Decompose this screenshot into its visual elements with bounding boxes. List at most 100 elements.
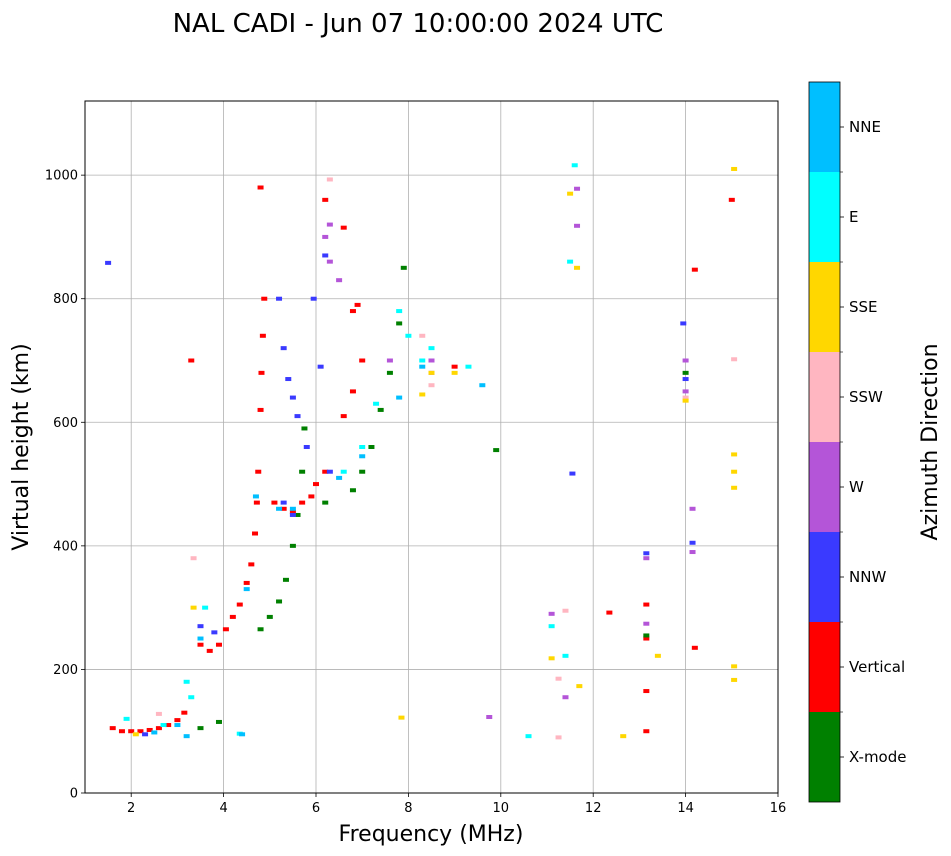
data-point-e <box>183 679 190 684</box>
x-tick-label: 2 <box>127 801 135 816</box>
data-point-vertical <box>188 358 195 363</box>
data-point-vertical <box>257 407 264 412</box>
data-point-nne <box>174 723 181 728</box>
y-tick-label: 400 <box>53 539 78 554</box>
colorbar-frame <box>808 81 841 803</box>
data-point-nne <box>276 506 283 511</box>
data-point-vertical <box>258 370 265 375</box>
colorbar-label: X-mode <box>849 748 906 766</box>
data-point-nne <box>419 364 426 369</box>
data-point-vertical <box>308 494 315 499</box>
data-point-e <box>188 695 195 700</box>
data-point-sse <box>576 684 583 689</box>
data-point-nnw <box>322 253 329 258</box>
data-point-x-mode <box>377 407 384 412</box>
data-point-ssw <box>555 735 562 740</box>
data-point-x-mode <box>301 426 308 431</box>
data-point-nnw <box>289 512 296 517</box>
x-tick-label: 16 <box>770 801 787 816</box>
data-point-sse <box>731 469 738 474</box>
data-point-e <box>396 309 403 314</box>
data-point-vertical <box>349 389 356 394</box>
data-point-vertical <box>257 185 264 190</box>
data-point-e <box>340 469 347 474</box>
data-point-nne <box>289 506 296 511</box>
data-point-w <box>322 234 329 239</box>
data-point-x-mode <box>276 599 283 604</box>
data-point-x-mode <box>368 445 375 449</box>
data-point-nnw <box>294 414 301 419</box>
data-point-ssw <box>682 395 689 400</box>
data-point-vertical <box>451 364 458 369</box>
data-point-sse <box>731 664 738 669</box>
data-point-nnw <box>197 624 204 629</box>
data-point-sse <box>567 191 574 196</box>
data-point-sse <box>451 370 458 375</box>
data-points <box>105 163 738 740</box>
data-point-sse <box>731 166 738 171</box>
data-point-vertical <box>643 689 650 694</box>
data-point-vertical <box>313 482 319 487</box>
colorbar: X-mode Vertical NNW W SSW SSE E NNE <box>808 81 906 803</box>
data-point-x-mode <box>289 543 296 548</box>
data-point-vertical <box>229 614 236 619</box>
data-point-nnw <box>289 395 296 400</box>
data-point-x-mode <box>386 370 393 375</box>
data-point-ssw <box>731 357 738 362</box>
data-point-vertical <box>728 197 735 202</box>
data-point-nnw <box>569 471 576 476</box>
data-point-w <box>682 389 689 394</box>
data-point-x-mode <box>400 265 407 270</box>
data-point-vertical <box>340 225 347 230</box>
data-point-sse <box>548 656 555 661</box>
colorbar-label: E <box>849 208 858 226</box>
data-point-nne <box>183 734 190 739</box>
data-point-e <box>571 163 578 168</box>
data-point-nnw <box>310 296 317 301</box>
data-point-vertical <box>259 333 266 338</box>
data-point-e <box>359 445 366 449</box>
data-point-w <box>689 550 696 555</box>
data-point-sse <box>190 605 197 610</box>
data-point-vertical <box>197 642 204 647</box>
data-point-nne <box>243 587 250 592</box>
data-point-sse <box>731 452 738 457</box>
data-point-sse <box>682 398 689 403</box>
data-point-x-mode <box>359 469 366 474</box>
data-point-x-mode <box>322 500 329 505</box>
data-point-nnw <box>105 260 112 265</box>
data-point-vertical <box>271 500 278 505</box>
data-point-sse <box>419 392 426 397</box>
data-point-nnw <box>276 296 283 301</box>
colorbar-label: NNE <box>849 118 881 136</box>
x-tick-label: 12 <box>585 801 602 816</box>
colorbar-segment-w <box>809 442 840 532</box>
data-point-vertical <box>155 726 162 731</box>
data-point-vertical <box>146 727 153 732</box>
data-point-vertical <box>606 610 613 615</box>
colorbar-label: SSE <box>849 298 878 316</box>
axis-ticks: 2 4 6 8 10 12 14 16 0 200 400 600 800 1000 <box>45 169 786 816</box>
colorbar-segment-nne <box>809 82 840 172</box>
data-point-w <box>326 222 333 227</box>
data-point-e <box>405 333 412 338</box>
y-tick-label: 0 <box>70 787 78 802</box>
data-point-vertical <box>261 296 268 301</box>
data-point-vertical <box>128 729 135 734</box>
data-point-e <box>548 624 555 629</box>
colorbar-segment-vertical <box>809 622 840 712</box>
y-axis-label: Virtual height (km) <box>9 343 34 550</box>
data-point-ssw <box>555 676 562 681</box>
data-point-sse <box>620 734 627 739</box>
data-point-nne <box>151 730 158 735</box>
data-point-sse <box>132 732 139 737</box>
data-point-ssw <box>326 177 333 182</box>
data-point-vertical <box>252 531 259 536</box>
colorbar-label: W <box>849 478 864 496</box>
data-point-vertical <box>174 718 181 723</box>
data-point-vertical <box>299 500 306 505</box>
data-point-e <box>525 734 532 739</box>
y-tick-label: 800 <box>53 292 78 307</box>
data-point-vertical <box>181 710 188 715</box>
data-point-e <box>419 358 426 363</box>
